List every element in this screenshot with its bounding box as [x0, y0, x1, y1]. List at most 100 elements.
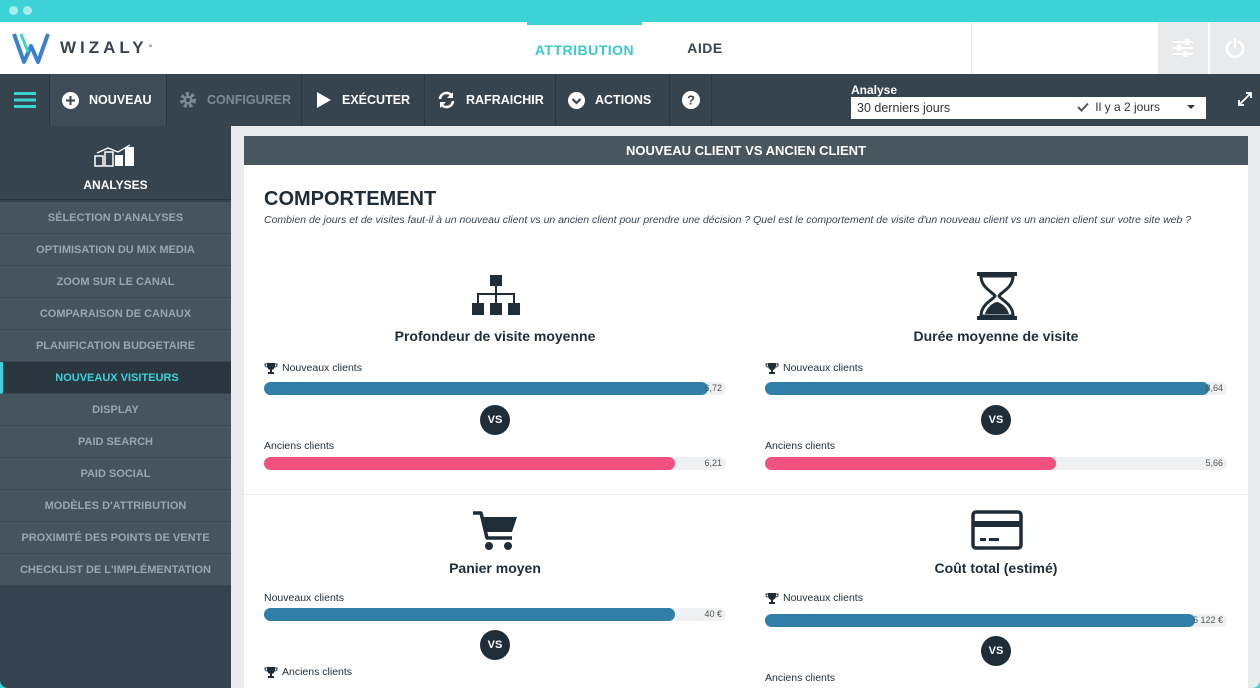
actions-button[interactable]: ACTIONS	[556, 74, 670, 126]
sidebar-title: ANALYSES	[83, 178, 148, 192]
analyse-value: 30 derniers jours	[857, 101, 951, 115]
top-navbar: WIZALY ° ATTRIBUTION AIDE	[0, 22, 1260, 74]
cart-icon	[472, 510, 518, 557]
rafraichir-button[interactable]: RAFRAICHIR	[425, 74, 556, 126]
new-clients-bar: 8,64	[765, 382, 1227, 395]
sidebar-item-selection-analyses[interactable]: SÉLECTION D'ANALYSES	[0, 202, 231, 234]
sidebar-item-zoom-canal[interactable]: ZOOM SUR LE CANAL	[0, 266, 231, 298]
vs-badge: VS	[981, 405, 1011, 435]
new-clients-bar-fill	[765, 382, 1209, 395]
tab-attribution[interactable]: ATTRIBUTION	[527, 22, 642, 74]
window-minimize-dot[interactable]	[23, 6, 32, 15]
sidebar-item-checklist-implementation[interactable]: CHECKLIST DE L'IMPLÉMENTATION	[0, 554, 231, 586]
metric-title: Panier moyen	[449, 560, 541, 576]
section-title: COMPORTEMENT	[264, 188, 437, 210]
hamburger-icon	[13, 92, 36, 108]
analytics-chart-icon	[94, 144, 136, 173]
brand-name: WIZALY	[60, 38, 148, 57]
old-clients-label: Anciens clients	[264, 440, 335, 452]
new-clients-text: Nouveaux clients	[282, 362, 362, 374]
sidebar-item-optimisation-mix-media[interactable]: OPTIMISATION DU MIX MEDIA	[0, 234, 231, 266]
configurer-button[interactable]: CONFIGURER	[167, 74, 302, 126]
section-description: Combien de jours et de visites faut-il à…	[264, 214, 1192, 226]
old-clients-bar: 5,66	[765, 457, 1227, 470]
vs-badge: VS	[480, 630, 510, 660]
trophy-icon	[264, 666, 278, 678]
metric-title: Profondeur de visite moyenne	[394, 328, 596, 344]
old-clients-value: 5,66	[1205, 458, 1223, 468]
new-clients-bar: 5 122 €	[765, 614, 1227, 627]
tab-aide[interactable]: AIDE	[687, 40, 723, 56]
new-clients-bar: 6,72	[264, 382, 726, 395]
sidebar-item-modeles-attribution[interactable]: MODÈLES D'ATTRIBUTION	[0, 490, 231, 522]
help-button[interactable]: ?	[670, 74, 712, 126]
sitemap-icon	[472, 274, 520, 323]
sidebar-item-display[interactable]: DISPLAY	[0, 394, 231, 426]
power-button[interactable]	[1210, 22, 1260, 74]
nouveau-button[interactable]: NOUVEAU	[50, 74, 167, 126]
metric-panier-moyen: Panier moyen Nouveaux clients 40 € VS An…	[264, 496, 726, 688]
sidebar: ANALYSES SÉLECTION D'ANALYSES OPTIMISATI…	[0, 126, 231, 688]
new-clients-text: Nouveaux clients	[783, 362, 863, 374]
new-clients-label: Nouveaux clients	[264, 362, 362, 374]
wizaly-logo-icon	[12, 33, 50, 64]
sidebar-item-paid-social[interactable]: PAID SOCIAL	[0, 458, 231, 490]
analyse-status: Il y a 2 jours	[1077, 100, 1196, 114]
vs-badge: VS	[981, 636, 1011, 666]
gear-icon	[179, 91, 197, 109]
metric-title: Durée moyenne de visite	[913, 328, 1079, 344]
hourglass-icon	[977, 272, 1017, 325]
nouveau-label: NOUVEAU	[89, 93, 152, 107]
refresh-icon	[437, 91, 456, 109]
trophy-icon	[765, 362, 779, 374]
play-icon	[316, 91, 332, 109]
power-icon	[1225, 37, 1245, 59]
new-clients-bar-fill	[765, 614, 1195, 627]
old-clients-bar-fill	[765, 457, 1057, 470]
new-clients-value: 40 €	[704, 609, 722, 619]
executer-button[interactable]: EXÉCUTER	[302, 74, 425, 126]
action-toolbar: NOUVEAU CONFIGURER EXÉCUTER RAFRAICHIR A…	[0, 74, 1260, 126]
topbar-divider	[971, 22, 972, 74]
analyse-time: Il y a 2 jours	[1095, 100, 1160, 114]
new-clients-text: Nouveaux clients	[783, 592, 863, 604]
executer-label: EXÉCUTER	[342, 93, 411, 107]
caret-down-icon	[1187, 105, 1195, 109]
sidebar-item-planification-budgetaire[interactable]: PLANIFICATION BUDGETAIRE	[0, 330, 231, 362]
window-close-dot[interactable]	[9, 6, 18, 15]
configurer-label: CONFIGURER	[207, 93, 292, 107]
old-clients-label: Anciens clients	[264, 666, 352, 678]
new-clients-bar-fill	[264, 382, 708, 395]
trophy-icon	[765, 592, 779, 604]
settings-button[interactable]	[1158, 22, 1208, 74]
credit-card-icon	[971, 510, 1023, 555]
expand-button[interactable]	[1238, 92, 1252, 111]
analyse-select[interactable]: 30 derniers jours Il y a 2 jours	[851, 97, 1206, 119]
panel-title: NOUVEAU CLIENT VS ANCIEN CLIENT	[244, 136, 1248, 165]
new-clients-label: Nouveaux clients	[765, 592, 863, 604]
main-content: NOUVEAU CLIENT VS ANCIEN CLIENT COMPORTE…	[231, 126, 1260, 688]
new-clients-label: Nouveaux clients	[765, 362, 863, 374]
sidebar-item-paid-search[interactable]: PAID SEARCH	[0, 426, 231, 458]
new-clients-value: 8,64	[1205, 383, 1223, 393]
analyse-label: Analyse	[851, 83, 898, 97]
old-clients-bar-fill	[264, 457, 676, 470]
metric-duree-visite: Durée moyenne de visite Nouveaux clients…	[765, 246, 1227, 486]
sidebar-item-proximite-points-vente[interactable]: PROXIMITÉ DES POINTS DE VENTE	[0, 522, 231, 554]
trophy-icon	[264, 362, 278, 374]
brand-logo[interactable]: WIZALY °	[12, 28, 152, 68]
chevron-down-circle-icon	[568, 91, 585, 109]
sliders-icon	[1173, 39, 1193, 57]
metric-cout-total: Coût total (estimé) Nouveaux clients 5 1…	[765, 496, 1227, 688]
question-circle-icon: ?	[681, 91, 700, 109]
new-clients-value: 6,72	[704, 383, 722, 393]
hamburger-menu-button[interactable]	[0, 74, 50, 126]
metric-profondeur-visite: Profondeur de visite moyenne Nouveaux cl…	[264, 246, 726, 486]
old-clients-label: Anciens clients	[765, 672, 836, 684]
sidebar-item-comparaison-canaux[interactable]: COMPARAISON DE CANAUX	[0, 298, 231, 330]
sidebar-item-nouveaux-visiteurs[interactable]: NOUVEAUX VISITEURS	[0, 362, 231, 394]
brand-mark: °	[148, 43, 153, 53]
section-divider	[244, 494, 1248, 495]
actions-label: ACTIONS	[595, 93, 652, 107]
